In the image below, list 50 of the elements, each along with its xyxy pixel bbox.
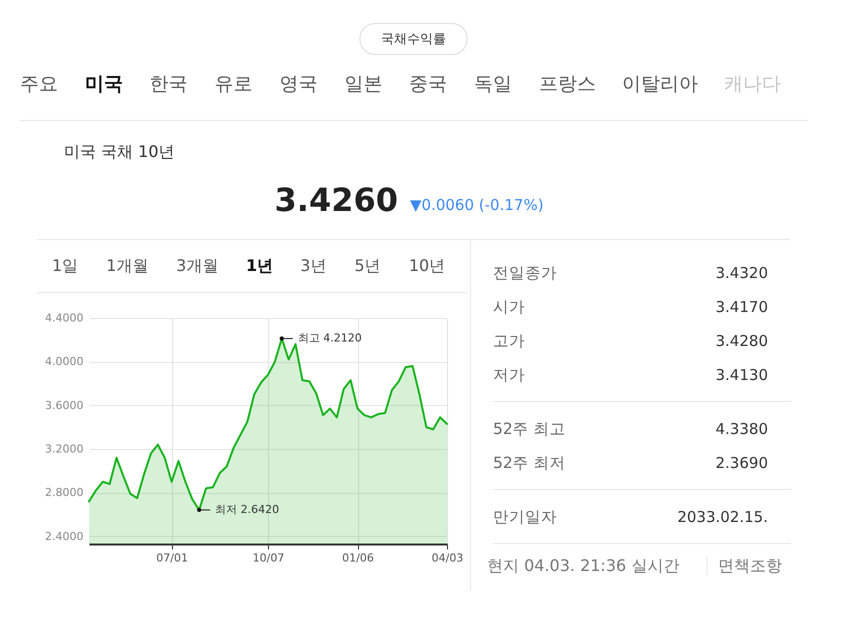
text: 1일: [52, 256, 78, 275]
y-tick-label: 3.2000: [45, 442, 84, 456]
text: 4.3380: [716, 420, 768, 438]
text: 유로: [214, 73, 253, 95]
text: 2.3690: [716, 454, 768, 472]
text: 3.4170: [716, 298, 768, 316]
text: 3.4280: [716, 332, 768, 350]
text: 1년: [246, 256, 274, 275]
text: 캐나다: [724, 73, 781, 95]
y-tick-label: 2.4000: [45, 530, 84, 543]
text: 국채수익률: [381, 32, 446, 47]
annotation: 최고 4.2120: [298, 332, 362, 345]
text: 프랑스: [538, 73, 596, 95]
text: 시가: [493, 298, 525, 316]
text: 3년: [300, 256, 326, 275]
text: 전일종가: [493, 264, 557, 282]
text: 3개월: [176, 256, 218, 275]
y-tick-label: 4.4000: [45, 312, 84, 324]
text: 주요: [20, 73, 58, 95]
text: 만기일자: [493, 508, 557, 526]
y-tick-label: 2.8000: [45, 486, 84, 500]
annotation: 최저 2.6420: [215, 502, 280, 516]
text: 현지 04.03. 21:36 실시간: [487, 556, 680, 575]
text: 52주 최고: [493, 420, 566, 438]
x-tick-label: 07/01: [156, 552, 188, 564]
text: 3.4260: [274, 181, 398, 219]
x-tick-label: 01/06: [342, 552, 374, 564]
text: 면책조항: [718, 556, 782, 575]
text: 52주 최저: [493, 454, 566, 472]
text: 영국: [279, 73, 318, 95]
text: 1개월: [106, 256, 148, 275]
y-tick-label: 4.0000: [45, 355, 84, 368]
text: 일본: [344, 73, 382, 95]
text: 미국: [84, 73, 123, 95]
text: 5년: [354, 256, 381, 275]
text: 3.4130: [716, 366, 768, 384]
text: 2033.02.15.: [677, 508, 768, 526]
text: 이탈리아: [622, 73, 698, 95]
text: 중국: [409, 73, 448, 95]
text: 독일: [474, 73, 512, 95]
text: 한국: [150, 73, 188, 95]
text: 3.4320: [716, 264, 768, 282]
text: 고가: [493, 332, 525, 350]
x-tick-label: 04/03: [432, 552, 464, 564]
text: ▼0.0060 (-0.17%): [410, 196, 544, 214]
x-tick-label: 10/07: [252, 552, 284, 564]
y-tick-label: 3.6000: [45, 398, 84, 412]
text: 10년: [408, 256, 446, 275]
text: 미국 국채 10년: [64, 142, 175, 161]
text: 저가: [493, 366, 525, 384]
